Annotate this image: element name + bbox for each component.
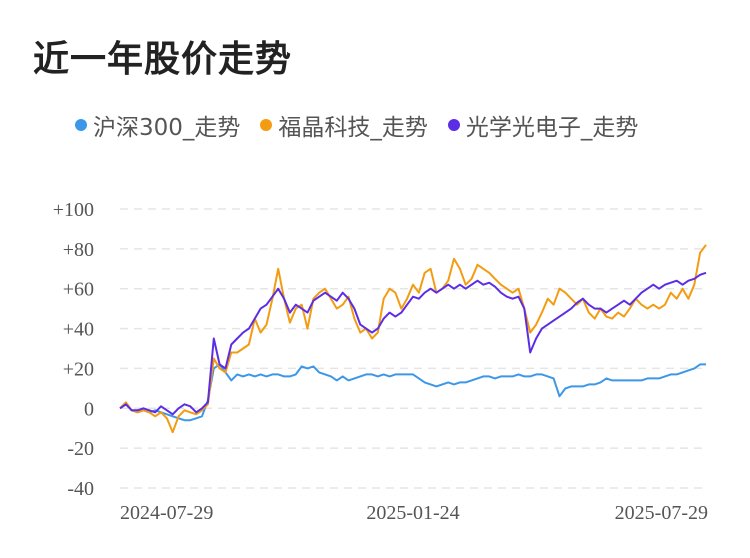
legend-label-hs300: 沪深300_走势 [93, 115, 241, 141]
y-tick-label: -40 [67, 478, 94, 500]
series-line-1 [119, 244, 707, 434]
y-tick-label: +20 [63, 358, 94, 380]
legend-dot-optics-icon [447, 119, 460, 131]
y-tick-label: 0 [84, 398, 94, 420]
y-axis-labels: +100 +80 +60 +40 +20 0 -20 -40 [53, 199, 94, 500]
legend-item-hs300[interactable]: 沪深300_走势 [75, 108, 240, 142]
series-line-2 [119, 271, 707, 416]
legend-dot-hs300-icon [75, 119, 87, 131]
y-tick-label: +40 [63, 319, 94, 341]
y-tick-label: +100 [53, 199, 94, 221]
x-axis-labels: 2024-07-29 2025-01-24 2025-07-29 [120, 502, 708, 524]
legend-dot-fujing-icon [260, 119, 273, 131]
x-tick-label: 2025-01-24 [366, 502, 459, 524]
legend-item-optics[interactable]: 光学光电子_走势 [447, 108, 639, 142]
y-tick-label: -20 [67, 438, 94, 460]
chart-legend: 沪深300_走势 福晶科技_走势 光学光电子_走势 [75, 108, 658, 142]
x-tick-label: 2024-07-29 [120, 502, 213, 524]
series-layer [119, 244, 707, 434]
legend-label-fujing: 福晶科技_走势 [278, 115, 428, 141]
y-tick-label: +60 [63, 279, 94, 301]
y-tick-label: +80 [63, 239, 94, 261]
legend-label-optics: 光学光电子_走势 [465, 115, 639, 141]
legend-item-fujing[interactable]: 福晶科技_走势 [260, 108, 428, 142]
grid-layer [120, 208, 706, 489]
chart-title: 近一年股价走势 [33, 39, 293, 80]
x-tick-label: 2025-07-29 [615, 502, 708, 524]
